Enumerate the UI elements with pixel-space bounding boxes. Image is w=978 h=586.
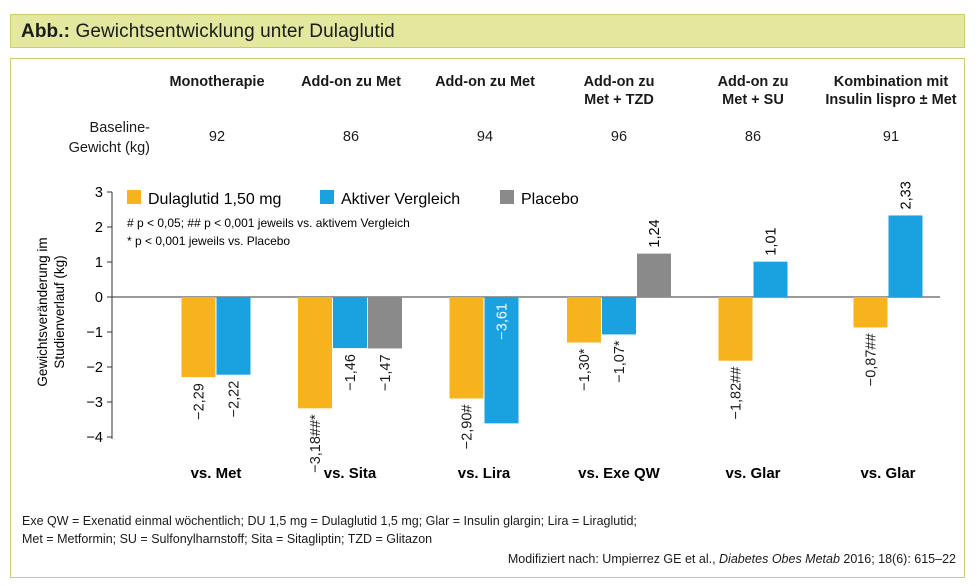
column-head-1: Monotherapie — [169, 74, 265, 90]
category-label: vs. Exe QW — [578, 465, 661, 482]
figure-title-bar: Abb.: Gewichtsentwicklung unter Dulaglut… — [10, 14, 965, 48]
figure-title: Abb.: Gewichtsentwicklung unter Dulaglut… — [21, 21, 395, 43]
value-label: 1,24 — [647, 219, 663, 247]
value-label: −1,30* — [577, 348, 593, 391]
y-tick-label: −3 — [86, 395, 103, 411]
y-axis-label-line2: Studienverlauf (kg) — [52, 255, 67, 368]
baseline-value-6: 91 — [882, 129, 900, 145]
legend: Dulaglutid 1,50 mg Aktiver Vergleich Pla… — [127, 190, 579, 208]
baseline-label: Baseline- Gewicht (kg) — [10, 118, 150, 158]
footnote-line-1: Exe QW = Exenatid einmal wöchentlich; DU… — [22, 514, 637, 528]
bar-dulaglutid — [567, 297, 601, 343]
column-head-2: Add-on zu Met — [301, 74, 401, 90]
figure-title-text: Gewichtsentwicklung unter Dulaglutid — [75, 21, 395, 42]
source-journal: Diabetes Obes Metab — [719, 552, 840, 566]
baseline-label-line1: Baseline- — [89, 120, 150, 136]
category-label: vs. Sita — [324, 465, 377, 482]
y-tick-label: 0 — [95, 290, 103, 306]
baseline-value-1: 92 — [208, 129, 226, 145]
bar-dulaglutid — [853, 297, 888, 328]
bar-aktiver_vergleich — [216, 297, 251, 375]
y-tick-label: 3 — [95, 185, 103, 201]
baseline-value-5: 86 — [744, 129, 762, 145]
y-tick-label: −1 — [86, 325, 103, 341]
figure-title-prefix: Abb.: — [21, 21, 71, 42]
bar-dulaglutid — [718, 297, 753, 361]
value-label: −0,87## — [864, 333, 880, 386]
y-tick-label: −4 — [86, 430, 103, 446]
category-label: vs. Glar — [860, 465, 915, 482]
legend-label-placebo: Placebo — [521, 191, 579, 208]
value-label: 2,33 — [899, 181, 915, 209]
baseline-value-2: 86 — [342, 129, 360, 145]
bar-aktiver_vergleich — [888, 215, 923, 297]
bar-aktiver_vergleich — [602, 297, 636, 335]
y-tick-label: 1 — [95, 255, 103, 271]
source-citation: Modifiziert nach: Umpierrez GE et al., D… — [508, 552, 956, 566]
value-label: −1,47 — [378, 354, 394, 391]
value-label: −2,29 — [192, 383, 208, 420]
bar-placebo — [637, 253, 671, 297]
column-head-4: Add-on zu Met + TZD — [583, 74, 655, 108]
bar-dulaglutid — [298, 297, 332, 409]
legend-label-aktiver-vergleich: Aktiver Vergleich — [341, 191, 460, 208]
baseline-label-line2: Gewicht (kg) — [68, 140, 150, 156]
value-label: −1,46 — [343, 354, 359, 391]
bar-aktiver_vergleich — [484, 297, 519, 424]
bar-aktiver_vergleich — [753, 261, 788, 297]
bar-placebo — [368, 297, 402, 349]
y-tick-label: 2 — [95, 220, 103, 236]
column-head-5: Add-on zu Met + SU — [717, 74, 789, 108]
bar-dulaglutid — [449, 297, 484, 399]
column-head-6: Kombination mit Insulin lispro ± Met — [825, 74, 957, 108]
value-label: 1,01 — [764, 227, 780, 255]
baseline-value-4: 96 — [610, 129, 628, 145]
source-prefix: Modifiziert nach: Umpierrez GE et al., — [507, 552, 720, 566]
value-label: −3,61 — [495, 303, 511, 340]
column-head-3: Add-on zu Met — [435, 74, 535, 90]
chart-panel — [10, 58, 965, 578]
legend-label-dulaglutid: Dulaglutid 1,50 mg — [148, 191, 281, 208]
significance-note-1: # p < 0,05; ## p < 0,001 jeweils vs. akt… — [127, 216, 410, 230]
category-label: vs. Lira — [458, 465, 511, 482]
source-suffix: 2016; 18(6): 615–22 — [839, 552, 956, 566]
legend-swatch-aktiver-vergleich — [320, 190, 334, 204]
legend-swatch-placebo — [500, 190, 514, 204]
category-label: vs. Glar — [725, 465, 780, 482]
category-label: vs. Met — [191, 465, 242, 482]
bar-dulaglutid — [181, 297, 216, 378]
y-tick-label: −2 — [86, 360, 103, 376]
legend-swatch-dulaglutid — [127, 190, 141, 204]
y-axis-label-line1: Gewichtsveränderung im — [35, 237, 50, 386]
footnote-line-2: Met = Metformin; SU = Sulfonylharnstoff;… — [22, 532, 433, 546]
baseline-value-3: 94 — [476, 129, 494, 145]
value-label: −1,82## — [729, 367, 745, 420]
value-label: −3,18##* — [308, 414, 324, 473]
value-label: −2,22 — [227, 381, 243, 418]
value-label: −2,90# — [460, 405, 476, 450]
significance-note-2: * p < 0,001 jeweils vs. Placebo — [127, 234, 290, 248]
value-label: −1,07* — [612, 340, 628, 383]
bar-aktiver_vergleich — [333, 297, 367, 349]
